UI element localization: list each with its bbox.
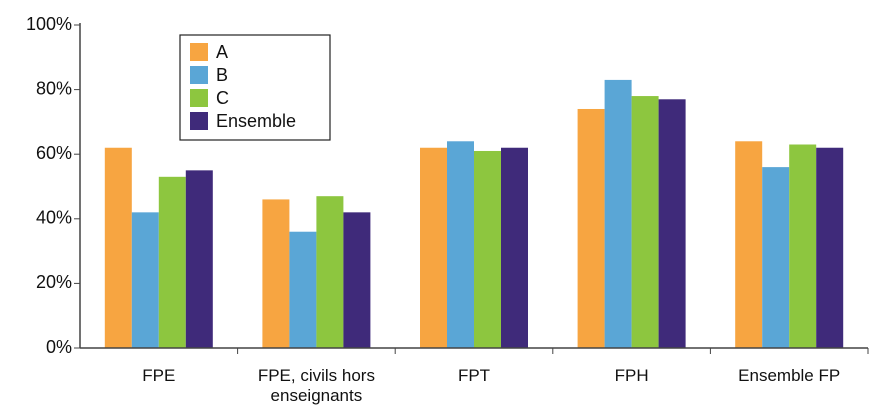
bar [816,147,844,348]
y-tick-label: 40% [36,208,72,228]
legend-swatch [190,112,208,130]
bar [631,96,659,348]
bar [185,170,213,348]
y-tick-label: 80% [36,78,72,98]
y-tick-label: 0% [46,337,72,357]
bar [420,147,447,348]
legend-swatch [190,43,208,61]
legend-label: A [216,42,228,62]
bar [577,108,605,348]
bar [762,167,790,348]
bar [316,196,344,348]
legend-label: B [216,65,228,85]
x-tick-label: FPH [614,366,649,385]
bar [735,141,763,348]
bar [789,144,817,348]
x-tick-label: FPE [142,366,176,385]
legend-label: C [216,88,229,108]
bar [343,212,371,348]
y-tick-label: 20% [36,272,72,292]
bar [104,147,132,348]
y-tick-label: 100% [26,14,72,34]
legend: ABC Ensemble [179,34,331,141]
bar [658,99,686,348]
x-tick-label: FPE, civils hors enseignants [257,366,375,405]
legend-swatch [190,66,208,84]
legend-swatch [190,89,208,107]
bar [501,147,528,348]
bar [289,231,317,348]
bar [604,79,632,348]
bar [447,141,474,348]
bar [131,212,159,348]
y-tick-label: 60% [36,143,72,163]
x-tick-label: Ensemble FP [738,366,841,385]
x-tick-label: FPT [457,366,491,385]
legend-label: Ensemble [216,111,296,131]
bar [158,176,186,348]
bar [262,199,290,348]
bar [474,150,501,348]
